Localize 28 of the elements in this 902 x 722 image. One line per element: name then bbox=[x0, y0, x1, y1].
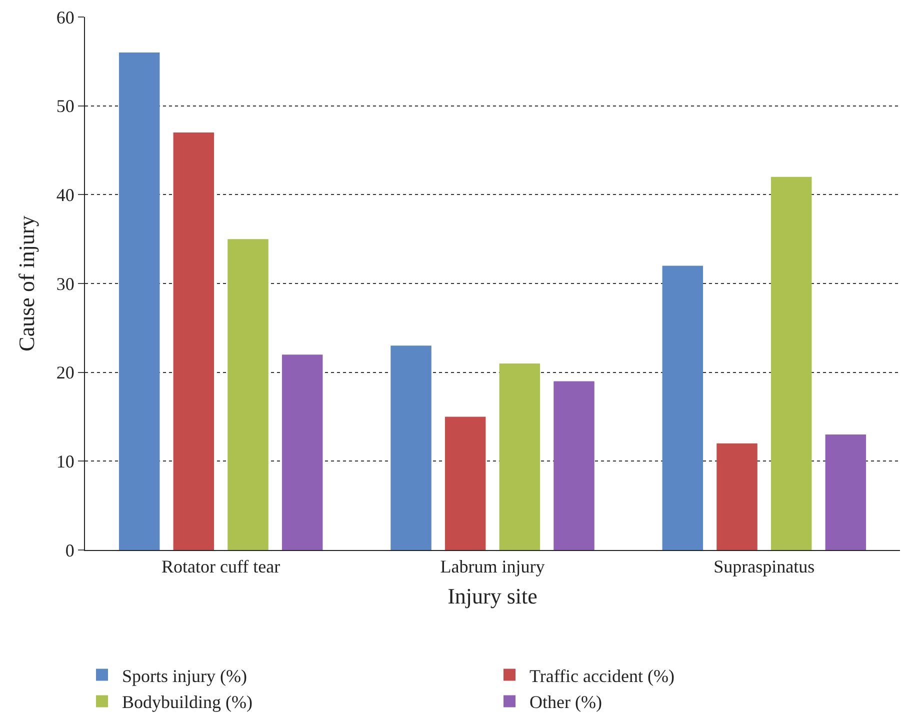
bar bbox=[228, 239, 268, 550]
legend-label: Bodybuilding (%) bbox=[122, 692, 252, 712]
bar bbox=[118, 52, 160, 550]
bar bbox=[499, 363, 540, 550]
y-tick-label: 40 bbox=[56, 184, 74, 205]
y-tick-label: 10 bbox=[56, 451, 74, 472]
y-tick-label: 30 bbox=[56, 274, 74, 294]
bar bbox=[390, 346, 432, 550]
bar bbox=[554, 381, 594, 550]
bar bbox=[282, 354, 323, 550]
bar bbox=[825, 434, 866, 550]
x-tick-label: Supraspinatus bbox=[714, 556, 815, 577]
bar bbox=[716, 443, 758, 550]
y-axis-title: Cause of injury bbox=[14, 216, 40, 352]
bar bbox=[662, 266, 704, 550]
bar bbox=[444, 416, 486, 550]
bar bbox=[173, 132, 214, 550]
x-axis-title: Injury site bbox=[448, 584, 538, 608]
y-tick-label: 50 bbox=[56, 96, 74, 116]
y-tick-label: 0 bbox=[65, 540, 74, 560]
legend-label: Other (%) bbox=[530, 692, 602, 712]
y-tick-label: 20 bbox=[56, 362, 74, 383]
legend-label: Sports injury (%) bbox=[122, 666, 247, 686]
legend-label: Traffic accident (%) bbox=[530, 666, 674, 686]
bar bbox=[770, 176, 812, 550]
x-tick-label: Labrum injury bbox=[440, 556, 545, 577]
x-tick-label: Rotator cuff tear bbox=[162, 556, 280, 577]
y-tick-label: 60 bbox=[56, 7, 74, 28]
